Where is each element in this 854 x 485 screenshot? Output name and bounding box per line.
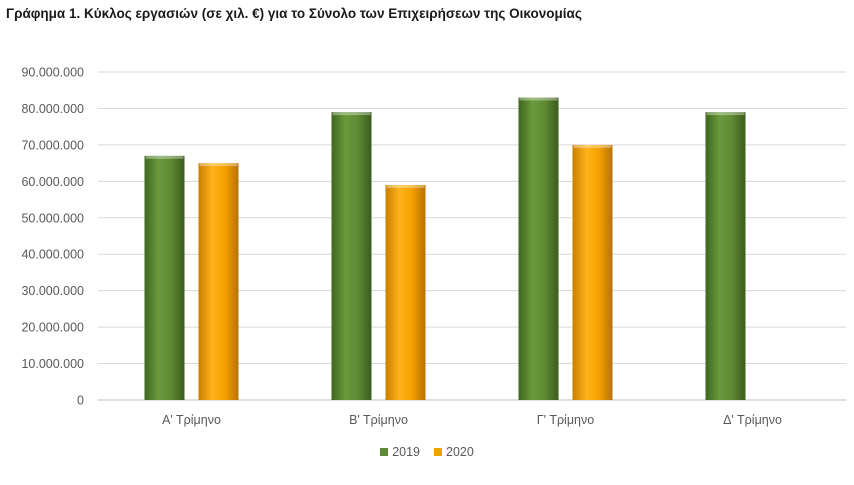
bar-2019 xyxy=(705,112,746,400)
x-tick-label: Β' Τρίμηνο xyxy=(349,413,408,427)
bar-bevel-2019 xyxy=(706,112,745,116)
legend-swatch-2020 xyxy=(434,448,442,456)
bar-2020 xyxy=(198,163,239,400)
chart-title-prefix: Γράφημα 1 xyxy=(6,6,77,21)
y-tick-label: 40.000.000 xyxy=(21,248,84,262)
bar-2019 xyxy=(331,112,372,400)
y-tick-label: 60.000.000 xyxy=(21,175,84,189)
chart-title: Γράφημα 1. Κύκλος εργασιών (σε χιλ. €) γ… xyxy=(6,6,582,21)
bar-bevel-2019 xyxy=(519,97,558,101)
legend-item-2019: 2019 xyxy=(380,445,420,459)
y-tick-label: 90.000.000 xyxy=(21,66,84,80)
bar-bevel-2019 xyxy=(332,112,371,116)
chart-title-text: . Κύκλος εργασιών (σε χιλ. €) για το Σύν… xyxy=(76,6,582,21)
chart-legend: 2019 2020 xyxy=(0,445,854,459)
bar-bevel-2020 xyxy=(199,163,238,167)
x-tick-label: Α' Τρίμηνο xyxy=(162,413,221,427)
bar-bevel-2019 xyxy=(145,155,184,159)
y-tick-label: 0 xyxy=(77,394,84,408)
legend-swatch-2019 xyxy=(380,448,389,456)
legend-label-2020: 2020 xyxy=(446,445,474,459)
bar-2020 xyxy=(385,184,426,400)
y-tick-label: 30.000.000 xyxy=(21,284,84,298)
y-tick-label: 10.000.000 xyxy=(21,357,84,371)
bar-2019 xyxy=(518,97,559,400)
x-tick-label: Γ' Τρίμηνο xyxy=(537,413,594,427)
legend-item-2020: 2020 xyxy=(434,445,474,459)
y-tick-label: 50.000.000 xyxy=(21,211,84,225)
bar-bevel-2020 xyxy=(386,184,425,188)
x-tick-label: Δ' Τρίμηνο xyxy=(723,413,782,427)
y-tick-label: 80.000.000 xyxy=(21,102,84,116)
bar-2019 xyxy=(144,155,185,400)
y-tick-label: 70.000.000 xyxy=(21,138,84,152)
y-tick-label: 20.000.000 xyxy=(21,321,84,335)
bar-2020 xyxy=(572,144,613,400)
bar-bevel-2020 xyxy=(573,144,612,148)
legend-label-2019: 2019 xyxy=(392,445,420,459)
